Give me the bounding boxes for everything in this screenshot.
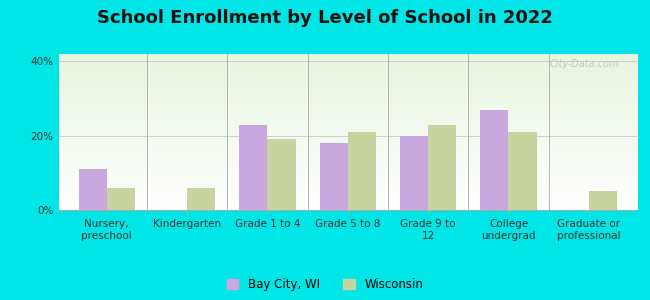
Legend: Bay City, WI, Wisconsin: Bay City, WI, Wisconsin: [226, 278, 424, 291]
Bar: [187, 188, 215, 210]
Text: City-Data.com: City-Data.com: [550, 59, 619, 69]
Bar: [267, 140, 296, 210]
Bar: [508, 132, 536, 210]
Bar: [400, 136, 428, 210]
Bar: [320, 143, 348, 210]
Bar: [107, 188, 135, 210]
Bar: [480, 110, 508, 210]
Bar: [348, 132, 376, 210]
Text: School Enrollment by Level of School in 2022: School Enrollment by Level of School in …: [97, 9, 553, 27]
Bar: [79, 169, 107, 210]
Bar: [239, 124, 267, 210]
Bar: [428, 124, 456, 210]
Bar: [589, 191, 617, 210]
